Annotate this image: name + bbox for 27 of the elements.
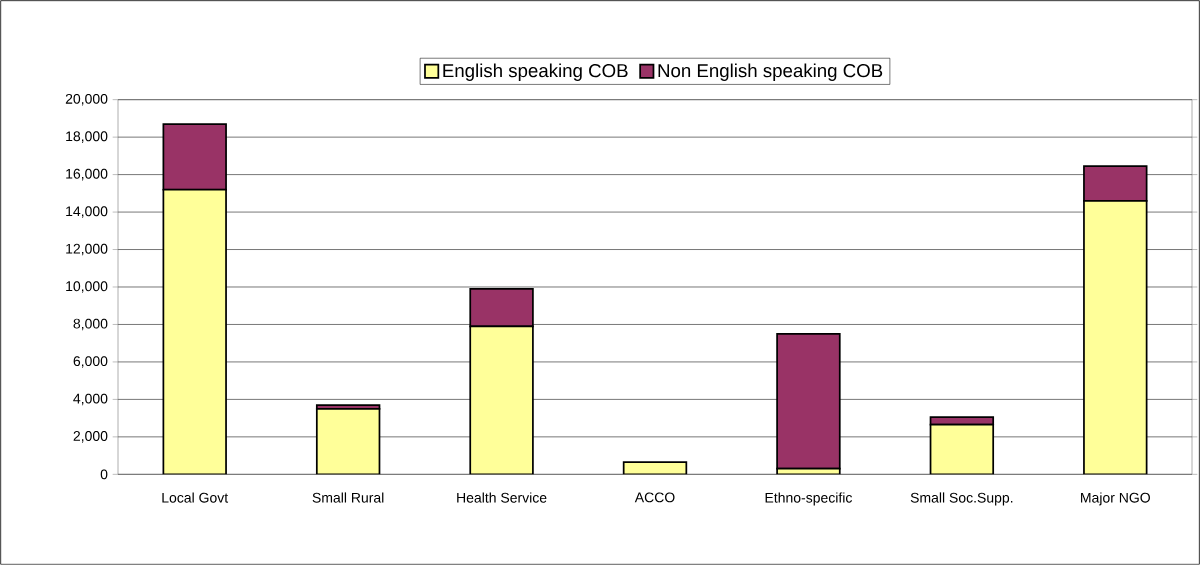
bar — [162, 188, 227, 475]
y-tick-label: 16,000 — [66, 168, 108, 181]
y-tick-label: 8,000 — [73, 318, 108, 331]
x-tick-label: Small Rural — [312, 492, 384, 503]
bar — [1083, 199, 1148, 475]
y-tick-label: 12,000 — [66, 243, 108, 256]
y-tick-label: 4,000 — [73, 393, 108, 406]
bar — [776, 332, 841, 470]
y-tick-label: 0 — [100, 469, 108, 480]
bar — [315, 407, 381, 475]
x-tick-label: Ethno-specific — [765, 492, 853, 506]
y-tick-label: 18,000 — [66, 131, 108, 143]
x-tick-label: Major NGO — [1081, 492, 1150, 506]
legend-label: Non English speaking COB — [658, 63, 883, 81]
bar — [929, 423, 995, 475]
y-tick-label: 14,000 — [66, 206, 108, 218]
bar — [469, 288, 534, 328]
y-tick-label: 10,000 — [66, 281, 108, 293]
x-tick-label: Health Service — [457, 492, 547, 503]
legend-label: English speaking COB — [443, 63, 628, 81]
y-tick-label: 6,000 — [73, 356, 108, 368]
x-tick-label: ACCO — [634, 492, 675, 503]
y-tick-label: 20,000 — [65, 93, 108, 106]
bar — [469, 325, 534, 475]
y-tick-label: 2,000 — [73, 431, 108, 443]
x-tick-label: Local Govt — [162, 492, 229, 503]
x-tick-label: Small Soc.Supp. — [910, 492, 1013, 506]
